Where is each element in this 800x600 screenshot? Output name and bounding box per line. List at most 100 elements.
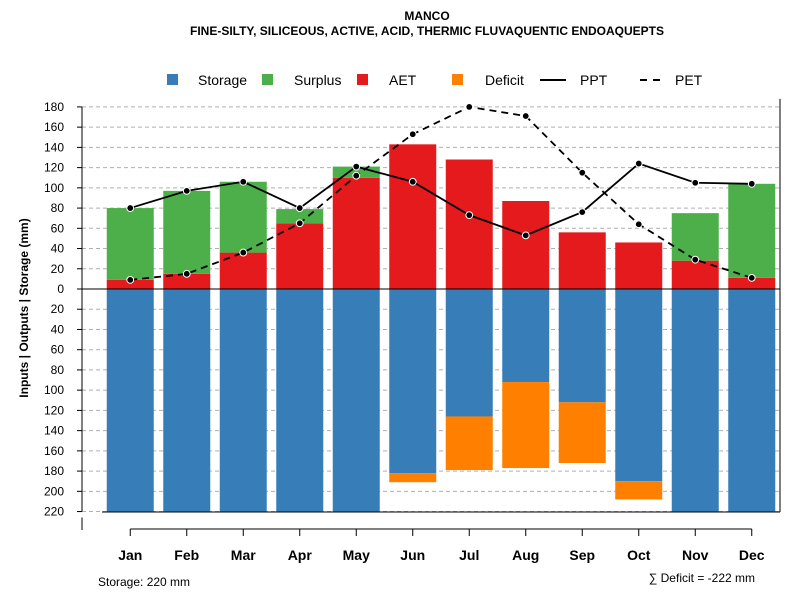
ppt-line-point (691, 178, 700, 187)
legend-swatch-storage (167, 74, 178, 85)
pet-line-point (239, 248, 248, 257)
pet-line-point (126, 275, 135, 284)
aet-bar (106, 279, 154, 289)
deficit-bar (615, 481, 663, 500)
legend-label-deficit: Deficit (485, 72, 524, 88)
ppt-line-point (352, 162, 361, 171)
legend-label-ppt: PPT (580, 72, 608, 88)
storage-bar (671, 289, 719, 512)
legend-label-aet: AET (389, 72, 417, 88)
y-tick-label: 140 (44, 140, 64, 154)
x-tick-label: Feb (174, 547, 199, 563)
y-tick-label: 180 (44, 464, 64, 478)
storage-bar (332, 289, 380, 512)
y-tick-label: 80 (51, 363, 65, 377)
x-tick-label: May (343, 547, 370, 563)
ppt-line-point (465, 211, 474, 220)
ppt-line-point (239, 177, 248, 186)
y-tick-label: 200 (44, 484, 64, 498)
pet-line-point (521, 112, 530, 120)
x-tick-label: Apr (288, 547, 313, 563)
surplus-bar (163, 190, 211, 274)
storage-bar (163, 289, 211, 512)
y-tick-label: 100 (44, 383, 64, 397)
y-tick-label: 160 (44, 120, 64, 134)
y-tick-label: 40 (51, 322, 65, 336)
aet-bar (615, 242, 663, 289)
ppt-line-point (634, 159, 643, 168)
y-tick-label: 40 (51, 242, 65, 256)
storage-bar (276, 289, 324, 512)
y-tick-label: 140 (44, 424, 64, 438)
pet-line-point (691, 255, 700, 264)
surplus-bar (106, 208, 154, 280)
x-tick-label: Nov (682, 547, 709, 563)
y-tick-label: 180 (44, 100, 64, 114)
storage-bar (219, 289, 267, 512)
x-tick-label: Jun (400, 547, 425, 563)
pet-line-point (465, 103, 474, 111)
y-tick-label: 20 (51, 302, 65, 316)
y-tick-label: 60 (51, 221, 65, 235)
y-tick-label: 0 (57, 282, 64, 296)
pet-line-point (182, 269, 191, 278)
aet-bar (389, 144, 437, 289)
aet-bar (502, 200, 550, 289)
deficit-bar (389, 473, 437, 483)
x-tick-label: Sep (569, 547, 595, 563)
pet-line (130, 105, 753, 281)
legend-swatch-surplus (262, 74, 273, 85)
aet-bar (558, 232, 606, 289)
legend-label-storage: Storage (198, 72, 247, 88)
storage-bar (728, 289, 776, 512)
surplus-bar (671, 213, 719, 261)
y-axis-label: Inputs | Outputs | Storage (mm) (17, 218, 31, 397)
storage-bar (389, 289, 437, 474)
pet-line-point (634, 220, 643, 229)
pet-line-point (578, 168, 587, 177)
ppt-line-point (408, 177, 417, 186)
storage-bar (445, 289, 493, 417)
legend-swatch-deficit (452, 74, 463, 85)
chart-title: MANCO (404, 9, 449, 23)
storage-bar (615, 289, 663, 482)
surplus-bar (728, 183, 776, 278)
storage-bar (106, 289, 154, 512)
ppt-line-point (126, 204, 135, 212)
legend-label-pet: PET (675, 72, 703, 88)
y-tick-label: 220 (44, 505, 64, 519)
x-tick-label: Aug (512, 547, 539, 563)
ppt-line-point (182, 186, 191, 195)
ppt-line-point (295, 204, 304, 212)
y-tick-label: 60 (51, 343, 65, 357)
y-tick-label: 120 (44, 161, 64, 175)
deficit-footnote: ∑ Deficit = -222 mm (649, 571, 755, 585)
storage-bar (558, 289, 606, 403)
deficit-bar (558, 402, 606, 463)
x-tick-label: Jan (118, 547, 142, 563)
x-tick-label: Mar (231, 547, 256, 563)
storage-bar (502, 289, 550, 383)
aet-bar (445, 159, 493, 289)
x-tick-label: Jul (459, 547, 479, 563)
y-tick-label: 120 (44, 403, 64, 417)
deficit-bar (445, 416, 493, 471)
deficit-bar (502, 382, 550, 469)
y-tick-label: 80 (51, 201, 65, 215)
legend-label-surplus: Surplus (294, 72, 341, 88)
aet-bar (332, 177, 380, 289)
y-tick-label: 160 (44, 444, 64, 458)
pet-line-point (295, 219, 304, 228)
ppt-line-point (747, 179, 756, 188)
aet-bar (163, 273, 211, 289)
x-tick-label: Oct (627, 547, 651, 563)
aet-bar (728, 277, 776, 289)
legend: Storage Surplus AET Deficit PPT PET (167, 72, 703, 88)
aet-bar (276, 223, 324, 289)
y-tick-label: 20 (51, 262, 65, 276)
ppt-line-point (578, 208, 587, 217)
pet-line-point (352, 171, 361, 180)
pet-line-point (408, 130, 417, 139)
chart-subtitle: FINE-SILTY, SILICEOUS, ACTIVE, ACID, THE… (190, 24, 664, 38)
